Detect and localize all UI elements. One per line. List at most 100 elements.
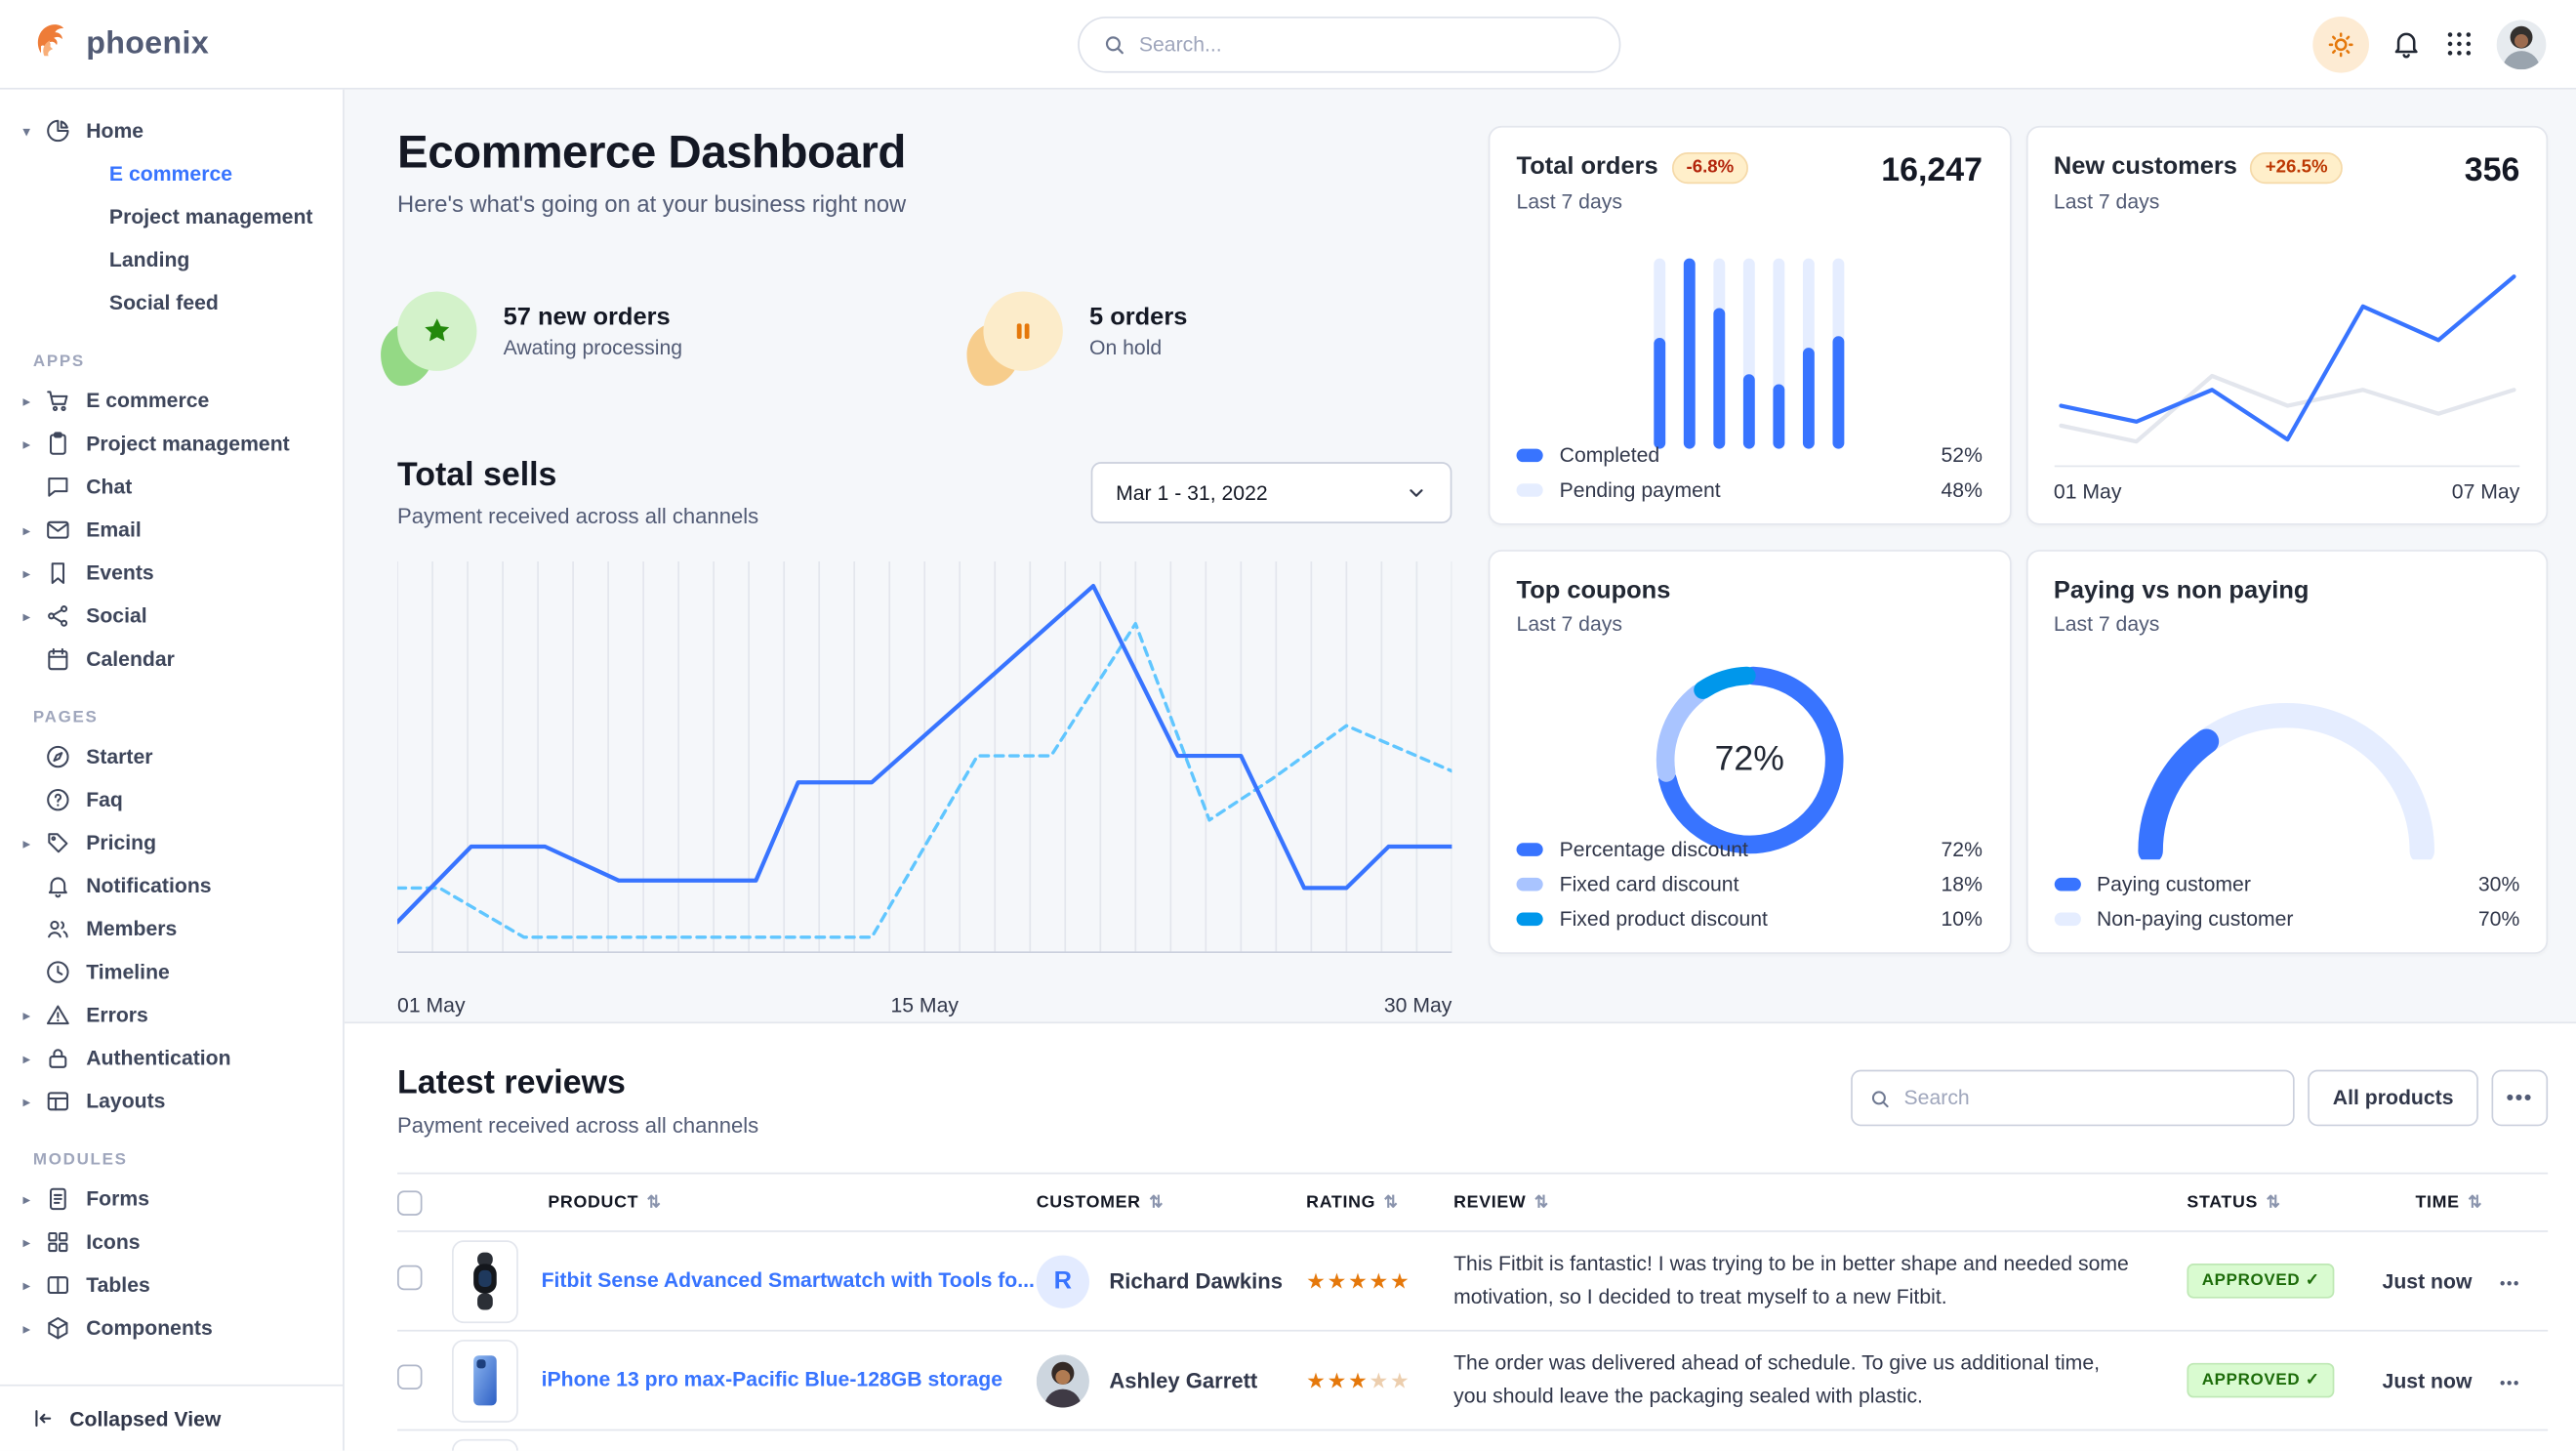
column-header-status[interactable]: STATUS ⇅ [2187, 1192, 2375, 1212]
reviews-search-input[interactable] [1903, 1086, 2277, 1110]
legend-swatch [1516, 448, 1543, 463]
order-bar [1743, 258, 1756, 449]
sidebar: ▾ Home E commerce Project management Landing… [0, 89, 345, 1451]
stat-caption: Awating processing [503, 335, 683, 359]
x-tick-label: 30 May [1383, 993, 1452, 1017]
search-icon [1105, 36, 1124, 55]
sidebar-item-label: Social [86, 604, 147, 628]
total-orders-legend: Completed 52% Pending payment 48% [1516, 433, 1983, 502]
column-header-review[interactable]: REVIEW ⇅ [1453, 1192, 2187, 1212]
column-label: STATUS [2187, 1192, 2259, 1213]
sidebar-item-layouts[interactable]: ▸ Layouts [14, 1080, 330, 1123]
column-header-customer[interactable]: CUSTOMER ⇅ [1037, 1192, 1306, 1212]
review-text: The order was delivered ahead of schedul… [1453, 1351, 2101, 1407]
caret-icon: ▸ [22, 565, 30, 581]
customer-avatar: R [1036, 1254, 1089, 1307]
top-coupons-title: Top coupons [1516, 576, 1671, 605]
sidebar-item-forms[interactable]: ▸ Forms [14, 1178, 330, 1221]
legend-row-completed: Completed 52% [1516, 443, 1983, 468]
sidebar-section-label-modules: MODULES [32, 1150, 128, 1170]
nav-actions [2312, 16, 2547, 72]
sidebar-item-events[interactable]: ▸ Events [14, 552, 330, 595]
notifications-button[interactable] [2391, 28, 2422, 60]
user-avatar[interactable] [2496, 19, 2547, 69]
column-header-time[interactable]: TIME ⇅ [2376, 1192, 2483, 1212]
sun-icon [2328, 31, 2353, 57]
star-filled-icon: ★ [1327, 1267, 1349, 1293]
row-checkbox[interactable] [397, 1363, 423, 1389]
clock-icon [45, 959, 71, 985]
global-search-input[interactable] [1138, 32, 1596, 57]
sidebar-item-starter[interactable]: Starter [14, 735, 330, 778]
row-actions-button[interactable]: ••• [2483, 1374, 2520, 1390]
total-sells-x-axis: 01 May 15 May 30 May [397, 994, 1452, 1027]
table-columns-icon [45, 1272, 71, 1299]
legend-row-fixed-product-discount: Fixed product discount 10% [1516, 907, 1983, 931]
sidebar-item-tables[interactable]: ▸ Tables [14, 1264, 330, 1306]
sidebar-item-e-commerce[interactable]: ▸ E commerce [14, 379, 330, 422]
collapsed-view-label: Collapsed View [69, 1406, 222, 1430]
sidebar-item-authentication[interactable]: ▸ Authentication [14, 1037, 330, 1080]
sidebar-item-home[interactable]: ▾ Home [14, 109, 330, 152]
sidebar-item-label: Icons [86, 1230, 141, 1254]
total-sells-header: Total sells Payment received across all … [397, 457, 1452, 528]
order-bar [1684, 258, 1697, 449]
sidebar-item-icons[interactable]: ▸ Icons [14, 1221, 330, 1264]
sidebar-item-calendar[interactable]: Calendar [14, 638, 330, 681]
users-icon [45, 916, 71, 942]
sidebar-item-members[interactable]: Members [14, 907, 330, 950]
caret-icon: ▸ [22, 608, 30, 624]
product-image [452, 1239, 518, 1323]
main-content: Ecommerce Dashboard Here's what's going … [344, 90, 2576, 1451]
sidebar-item-faq[interactable]: Faq [14, 778, 330, 821]
apps-grid-button[interactable] [2443, 28, 2474, 60]
date-range-select[interactable]: Mar 1 - 31, 2022 [1090, 462, 1452, 523]
theme-toggle-button[interactable] [2312, 16, 2369, 72]
sidebar-subitem-landing[interactable]: Landing [108, 248, 190, 272]
legend-row-paying-customer: Paying customer 30% [2053, 873, 2519, 896]
sidebar-item-pricing[interactable]: ▸ Pricing [14, 821, 330, 864]
legend-label: Completed [1559, 443, 1660, 468]
sidebar-item-components[interactable]: ▸ Components [14, 1306, 330, 1349]
column-label: RATING [1306, 1192, 1376, 1213]
sidebar-item-label: Members [86, 917, 178, 941]
sidebar-item-social[interactable]: ▸ Social [14, 595, 330, 638]
order-bar [1773, 258, 1785, 449]
table-more-button[interactable]: ••• [2491, 1069, 2549, 1127]
sidebar-item-project-management[interactable]: ▸ Project management [14, 422, 330, 465]
all-products-button[interactable]: All products [2308, 1069, 2478, 1127]
new-customers-title: New customers [2053, 152, 2237, 181]
stat-awating-processing: 57 new orders Awating processing [381, 276, 983, 386]
paying-gauge [2121, 685, 2452, 868]
legend-row-percentage-discount: Percentage discount 72% [1516, 838, 1983, 861]
stat-value: 57 new orders [503, 302, 671, 331]
table-row-partial [397, 1430, 2548, 1451]
collapsed-view-toggle[interactable]: Collapsed View [0, 1384, 344, 1451]
column-header-rating[interactable]: RATING ⇅ [1306, 1192, 1453, 1212]
sidebar-subitem-project-management[interactable]: Project management [108, 205, 313, 229]
product-link[interactable]: iPhone 13 pro max-Pacific Blue-128GB sto… [541, 1368, 1003, 1391]
column-header-product[interactable]: PRODUCT ⇅ [452, 1192, 1037, 1212]
sidebar-subitem-social-feed[interactable]: Social feed [108, 291, 219, 315]
review-time: Just now [2382, 1268, 2473, 1293]
sidebar-item-label: Layouts [86, 1089, 166, 1113]
sidebar-item-notifications[interactable]: Notifications [14, 864, 330, 907]
bell-icon [2394, 32, 2418, 59]
order-bar [1713, 258, 1726, 449]
sidebar-item-chat[interactable]: Chat [14, 466, 330, 509]
sidebar-item-email[interactable]: ▸ Email [14, 509, 330, 552]
cart-icon [45, 388, 71, 414]
row-actions-button[interactable]: ••• [2483, 1274, 2520, 1291]
select-all-checkbox[interactable] [397, 1189, 423, 1216]
total-orders-card: Total orders -6.8% Last 7 days 16,247 Com… [1488, 125, 2011, 525]
sort-icon: ⇅ [1149, 1192, 1165, 1212]
column-label: PRODUCT [548, 1192, 639, 1213]
sidebar-item-timeline[interactable]: Timeline [14, 951, 330, 994]
sidebar-subitem-e-commerce[interactable]: E commerce [108, 162, 233, 186]
product-link[interactable]: Fitbit Sense Advanced Smartwatch with To… [541, 1268, 1035, 1292]
brand-logo[interactable]: phoenix [30, 18, 210, 70]
star-filled-icon: ★ [1348, 1367, 1370, 1392]
sidebar-item-errors[interactable]: ▸ Errors [14, 994, 330, 1037]
layout-icon [45, 1088, 71, 1114]
row-checkbox[interactable] [397, 1264, 423, 1290]
